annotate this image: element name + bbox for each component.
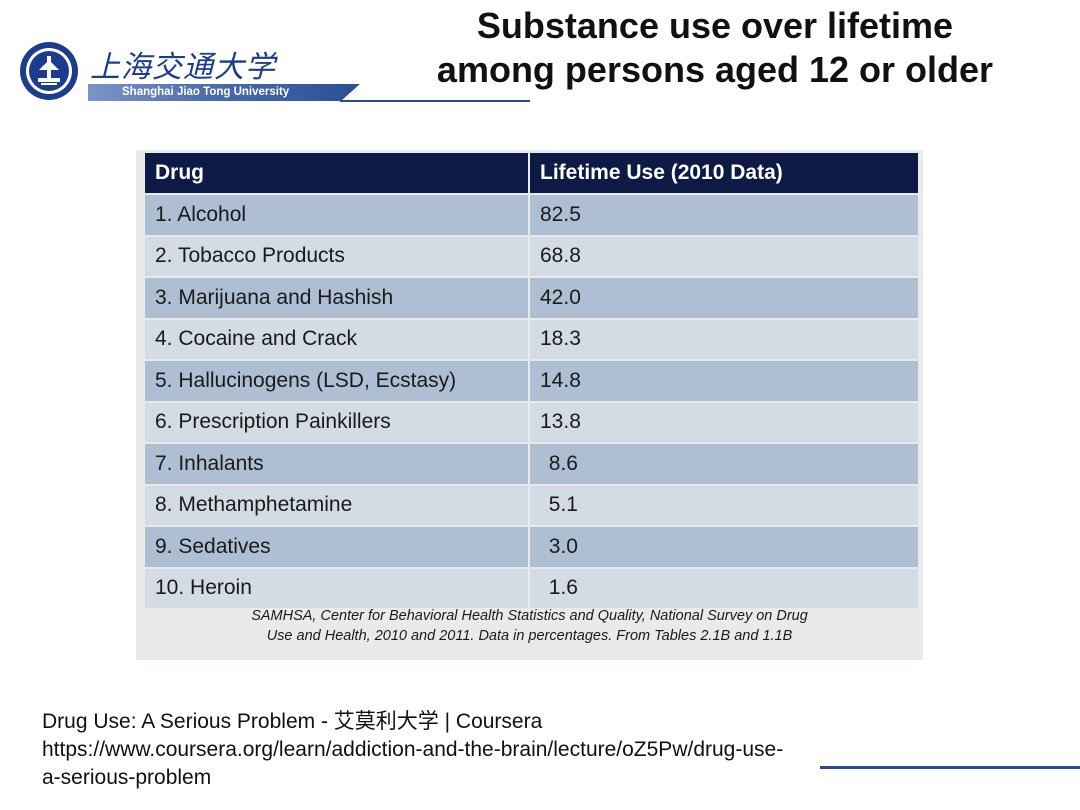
drug-name: 3. Marijuana and Hashish bbox=[145, 276, 530, 319]
value-text: 68.8 bbox=[540, 244, 581, 268]
drug-name: 6. Prescription Painkillers bbox=[145, 400, 530, 443]
drug-name: 10. Heroin bbox=[145, 566, 530, 608]
table-row: 6. Prescription Painkillers 13.8 bbox=[145, 400, 918, 443]
slide-title-line-1: Substance use over lifetime bbox=[476, 5, 954, 46]
drug-name: 1. Alcohol bbox=[145, 193, 530, 236]
table-row: 4. Cocaine and Crack 18.3 bbox=[145, 317, 918, 360]
table-header-row: Drug Lifetime Use (2010 Data) bbox=[145, 153, 918, 194]
drug-name: 5. Hallucinogens (LSD, Ecstasy) bbox=[145, 359, 530, 402]
value-text: 18.3 bbox=[540, 327, 581, 351]
footer-course-title: Drug Use: A Serious Problem - 艾莫利大学 | Co… bbox=[42, 710, 543, 733]
column-header-lifetime-use: Lifetime Use (2010 Data) bbox=[529, 153, 918, 194]
lifetime-use-value: 82.5 bbox=[529, 193, 918, 236]
logo-chinese-name: 上海交通大学 bbox=[90, 50, 276, 85]
table-row: 5. Hallucinogens (LSD, Ecstasy) 14.8 bbox=[145, 359, 918, 402]
slide-title: Substance use over lifetime among person… bbox=[350, 4, 1080, 92]
drug-table-figure: Drug Lifetime Use (2010 Data) 1. Alcohol… bbox=[136, 150, 923, 660]
slide-title-line-2: among persons aged 12 or older bbox=[436, 49, 994, 90]
value-text: 82.5 bbox=[540, 202, 581, 226]
title-underline bbox=[340, 100, 530, 102]
lifetime-use-value: 42.0 bbox=[529, 276, 918, 319]
drug-name: 8. Methamphetamine bbox=[145, 483, 530, 526]
column-header-drug: Drug bbox=[145, 153, 530, 194]
table-row: 7. Inhalants 8.6 bbox=[145, 442, 918, 485]
lifetime-use-value: 13.8 bbox=[529, 400, 918, 443]
table-row: 8. Methamphetamine 5.1 bbox=[145, 483, 918, 526]
footer-divider bbox=[820, 766, 1080, 769]
lifetime-use-value: 8.6 bbox=[529, 442, 918, 485]
drug-name: 2. Tobacco Products bbox=[145, 234, 530, 277]
value-text: 1.6 bbox=[548, 576, 578, 600]
logo-english-name: Shanghai Jiao Tong University bbox=[122, 86, 290, 98]
table-row: 10. Heroin 1.6 bbox=[145, 566, 918, 608]
university-seal-icon bbox=[20, 42, 78, 100]
university-logo: 上海交通大学 Shanghai Jiao Tong University bbox=[18, 40, 360, 106]
footer-url-line-2: a-serious-problem bbox=[42, 766, 212, 789]
value-text: 8.6 bbox=[548, 451, 578, 475]
table-row: 2. Tobacco Products 68.8 bbox=[145, 234, 918, 277]
footer-url-line-1: https://www.coursera.org/learn/addiction… bbox=[42, 738, 784, 761]
value-text: 14.8 bbox=[540, 368, 581, 392]
drug-name: 7. Inhalants bbox=[145, 442, 530, 485]
lifetime-use-value: 5.1 bbox=[529, 483, 918, 526]
lifetime-use-value: 18.3 bbox=[529, 317, 918, 360]
drug-name: 9. Sedatives bbox=[145, 525, 530, 568]
drug-name: 4. Cocaine and Crack bbox=[145, 317, 530, 360]
table-row: 1. Alcohol 82.5 bbox=[145, 193, 918, 236]
table-row: 3. Marijuana and Hashish 42.0 bbox=[145, 276, 918, 319]
lifetime-use-value: 14.8 bbox=[529, 359, 918, 402]
value-text: 42.0 bbox=[540, 285, 581, 309]
logo-banner bbox=[88, 84, 360, 101]
source-line-2: Use and Health, 2010 and 2011. Data in p… bbox=[266, 628, 793, 644]
table-row: 9. Sedatives 3.0 bbox=[145, 525, 918, 568]
source-line-1: SAMHSA, Center for Behavioral Health Sta… bbox=[251, 608, 808, 624]
lifetime-use-value: 1.6 bbox=[529, 566, 918, 608]
lifetime-use-value: 68.8 bbox=[529, 234, 918, 277]
footer-citation: Drug Use: A Serious Problem - 艾莫利大学 | Co… bbox=[42, 708, 1042, 792]
lifetime-use-value: 3.0 bbox=[529, 525, 918, 568]
table-source-note: SAMHSA, Center for Behavioral Health Sta… bbox=[136, 606, 923, 646]
value-text: 3.0 bbox=[548, 534, 578, 558]
value-text: 13.8 bbox=[540, 410, 581, 434]
drug-table: Drug Lifetime Use (2010 Data) 1. Alcohol… bbox=[145, 153, 918, 608]
value-text: 5.1 bbox=[548, 493, 578, 517]
